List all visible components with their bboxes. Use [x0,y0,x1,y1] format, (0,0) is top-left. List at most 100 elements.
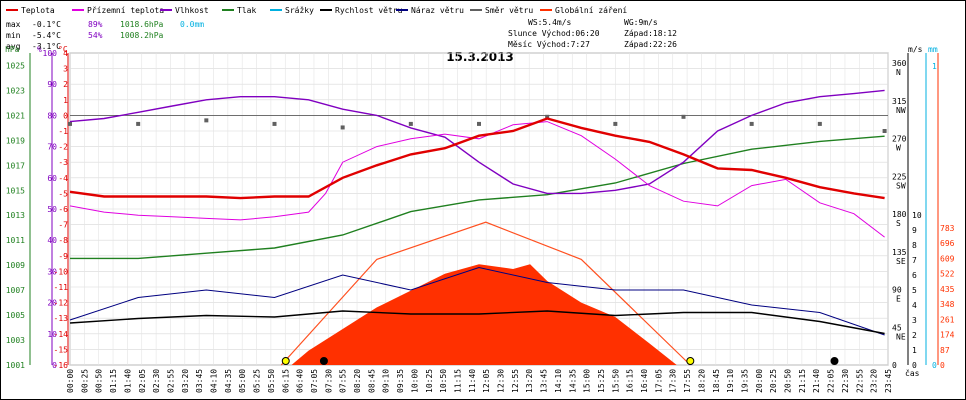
x-tick-label: 03:45 [195,369,204,393]
axis-temp-tick: -9 [58,252,68,261]
x-tick-label: 04:10 [210,369,219,393]
x-tick-label: 12:05 [482,369,491,393]
stat-max-temp: -0.1°C [32,20,61,29]
x-tick-label: 12:30 [497,369,506,393]
axis-hpa-tick: 1023 [6,86,25,95]
axis-dir-tick: 270 [892,135,907,144]
stat-max-label: max [6,20,21,29]
axis-hpa-tick: 1003 [6,336,25,345]
x-tick-label: 22:30 [841,369,850,393]
axis-temp-tick: -4 [58,174,68,183]
x-tick-label: 23:20 [870,369,879,393]
sunrise-marker [281,357,290,365]
axis-dir-name: S [896,219,901,228]
x-tick-label: 10:00 [410,369,419,393]
clear-sky-radiation-line [280,221,691,366]
wind-direction-point [681,114,686,119]
axis-hpa-tick: 1007 [6,286,25,295]
x-tick-label: 07:05 [310,369,319,393]
x-tick-label: 20:00 [755,369,764,393]
axis-hpa-tick: 1021 [6,111,25,120]
axis-temp-tick: -11 [54,283,69,292]
legend-label: Globální záření [555,6,627,15]
axis-ms-tick: 4 [912,301,917,310]
info-ws: WS:5.4m/s [528,18,572,27]
wind-direction-point [408,121,413,126]
x-tick-label: 07:55 [339,369,348,393]
x-tick-label: 20:50 [784,369,793,393]
axis-dir-tick: 225 [892,172,907,181]
chart-title: 15.3.2013 [446,50,514,64]
axis-hpa-tick: 1001 [6,361,25,370]
axis-ms-tick: 5 [912,286,917,295]
stat-min-hum: 54% [88,31,103,40]
x-tick-label: 12:55 [511,369,520,393]
axis-ms-tick: 2 [912,331,917,340]
axis-dir-name: SE [896,257,906,266]
axis-dir-name: N [896,68,901,77]
humidity-line [69,89,885,195]
stat-min-label: min [6,31,21,40]
x-tick-label: 13:20 [525,369,534,393]
axis-temp-tick: -8 [58,236,68,245]
x-tick-label: 18:45 [712,369,721,393]
axis-dir-name: SW [896,181,906,190]
axis-dir-name: NW [896,106,906,115]
x-tick-label: 09:35 [396,369,405,393]
x-tick-label: 17:05 [654,369,663,393]
axis-dir-tick: 360 [892,59,907,68]
axis-wm-tick: 348 [940,300,955,309]
axis-temp-tick: 4 [63,49,68,58]
x-tick-label: 21:40 [812,369,821,393]
axis-temp-tick: -10 [54,267,69,276]
x-tick-label: 22:55 [855,369,864,393]
legend-label: Rychlost větru [335,6,403,15]
x-tick-label: 09:10 [382,369,391,393]
moonrise-marker [319,357,328,365]
x-tick-label: 23:45 [884,369,893,393]
axis-mm-tick: 1 [932,62,937,71]
x-tick-label: 18:20 [697,369,706,393]
legend-label: Vlhkost [175,6,209,15]
axis-wm-tick: 0 [940,361,945,370]
axis-temp-tick: 2 [63,80,68,89]
legend-label: Směr větru [485,6,533,15]
x-tick-label: 14:35 [568,369,577,393]
x-tick-label: 17:55 [683,369,692,393]
wind-direction-point [68,121,72,126]
axis-temp-tick: -13 [54,314,69,323]
axis-hpa-tick: 1017 [6,161,25,170]
axis-dir-tick: 45 [892,323,902,332]
axis-dir-tick: 0 [892,361,897,370]
stat-max-hum: 89% [88,20,103,29]
stat-max-press: 1018.6hPa [120,20,164,29]
wind-speed-line [69,310,885,335]
wind-direction-point [749,121,754,126]
x-tick-label: 01:40 [123,369,132,393]
stat-min-press: 1008.2hPa [120,31,164,40]
wind-direction-point [882,129,887,133]
axis-wm-tick: 174 [940,331,955,340]
axis-wm-tick: 696 [940,239,955,248]
axis-temp-tick: 1 [63,96,68,105]
axis-hpa-label: hPa [5,45,20,54]
plot-area [68,89,887,366]
axis-dir-tick: 90 [892,286,902,295]
info-sun-set: Západ:18:12 [624,29,677,38]
x-tick-label: 06:40 [296,369,305,393]
x-tick-label: 11:40 [468,369,477,393]
x-tick-label: 15:00 [583,369,592,393]
x-tick-label: 00:25 [80,369,89,393]
x-tick-label: 05:50 [267,369,276,393]
x-tick-label: 02:05 [138,369,147,393]
axis-wm-tick: 87 [940,346,950,355]
axis-temp-label: °C [58,45,68,54]
axis-wm-tick: 522 [940,270,955,279]
stat-min-temp: -5.4°C [32,31,61,40]
x-tick-label: 05:25 [253,369,262,393]
axis-dir-name: NE [896,332,906,341]
x-tick-label: 00:00 [66,369,75,393]
axis-ms-tick: 9 [912,226,917,235]
axis-temp-tick: -5 [58,189,68,198]
